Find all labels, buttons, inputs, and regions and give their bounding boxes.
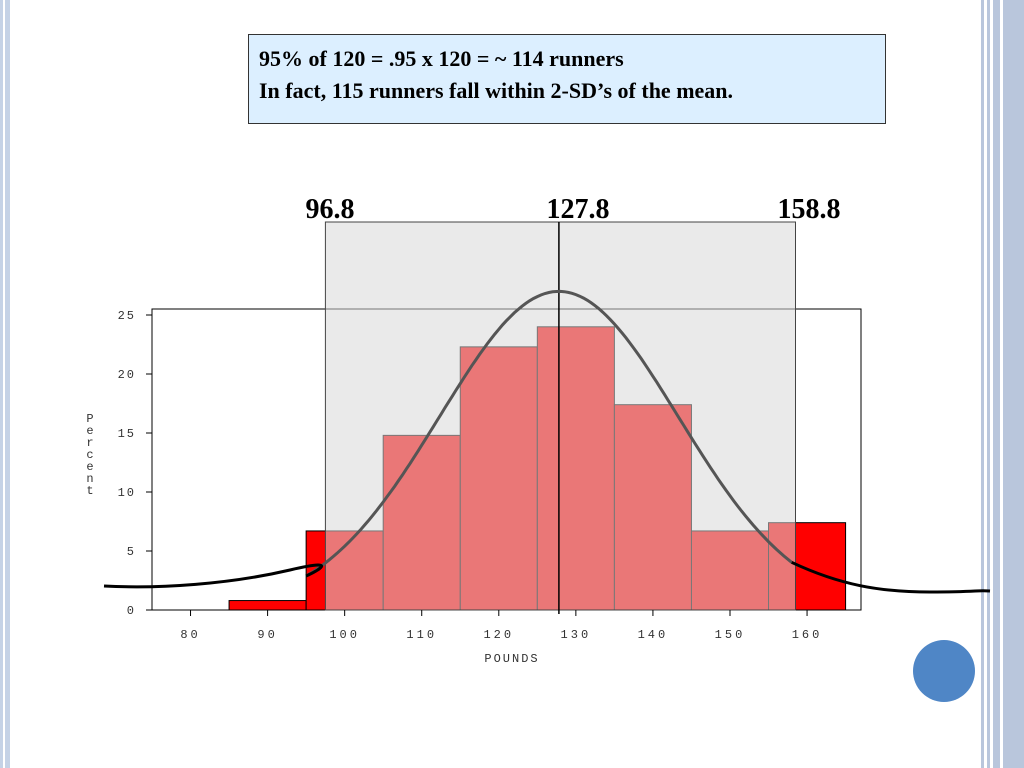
x-tick-label-7: 150 — [715, 628, 746, 642]
slide-border-right — [978, 0, 1024, 768]
x-tick-label-5: 130 — [561, 628, 592, 642]
callout-line-1: 95% of 120 = .95 x 120 = ~ 114 runners — [259, 46, 624, 71]
x-axis-label: POUNDS — [484, 652, 539, 666]
callout-box: 95% of 120 = .95 x 120 = ~ 114 runners I… — [248, 34, 886, 124]
y-tick-label-2: 10 — [118, 486, 136, 500]
x-tick-label-2: 100 — [329, 628, 360, 642]
curve-tail-left — [103, 563, 323, 589]
normal-curve — [305, 289, 793, 578]
y-tick-label-4: 20 — [118, 368, 136, 382]
y-tick-label-5: 25 — [118, 309, 136, 323]
callout-line-2: In fact, 115 runners fall within 2-SD’s … — [259, 77, 734, 103]
histogram-bar-0 — [228, 600, 307, 611]
y-tick-label-0: 0 — [127, 604, 136, 618]
two-sd-region — [324, 221, 796, 611]
y-tick-label-1: 5 — [127, 545, 136, 559]
x-tick-label-6: 140 — [638, 628, 669, 642]
x-tick-label-4: 120 — [483, 628, 514, 642]
slide-border-left — [0, 0, 10, 768]
sd-label-mean: 127.8 — [547, 194, 610, 225]
x-tick-label-0: 80 — [180, 628, 200, 642]
x-tick-label-1: 90 — [257, 628, 277, 642]
y-tick-label-3: 15 — [118, 427, 136, 441]
x-tick-label-3: 110 — [406, 628, 437, 642]
curve-tail-right — [790, 560, 991, 594]
sd-label-lower: 96.8 — [306, 194, 355, 225]
decorative-circle — [913, 640, 975, 702]
sd-label-upper: 158.8 — [778, 194, 841, 225]
x-tick-label-8: 160 — [792, 628, 823, 642]
